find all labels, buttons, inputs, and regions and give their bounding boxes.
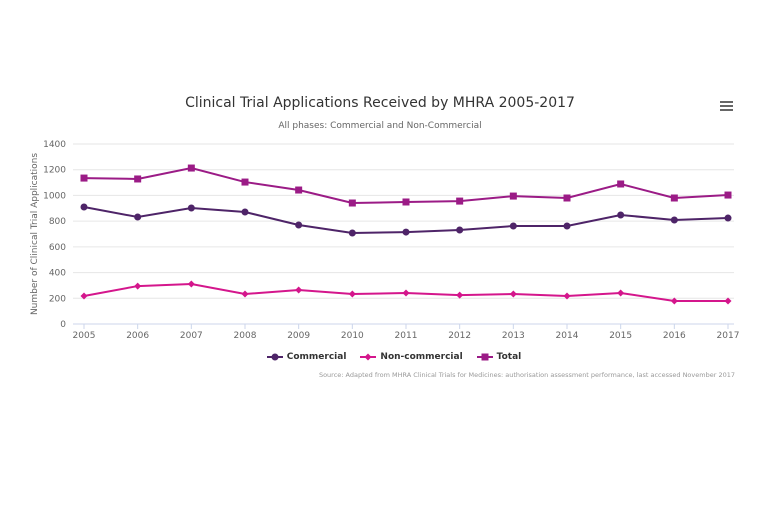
legend-marker bbox=[271, 353, 279, 361]
x-tick-label: 2015 bbox=[609, 331, 632, 341]
data-point bbox=[670, 194, 678, 202]
legend-item-non-commercial[interactable]: Non-commercial bbox=[360, 352, 463, 362]
series-line bbox=[83, 167, 729, 205]
data-point bbox=[134, 282, 142, 290]
data-point bbox=[402, 289, 410, 297]
legend-symbol bbox=[266, 353, 283, 361]
legend-marker bbox=[364, 353, 372, 361]
legend-item-commercial[interactable]: Commercial bbox=[266, 352, 347, 362]
data-point bbox=[617, 180, 625, 188]
data-point bbox=[241, 290, 249, 298]
x-tick-label: 2014 bbox=[556, 331, 579, 341]
data-point bbox=[80, 174, 88, 182]
y-tick-label: 1200 bbox=[43, 166, 66, 176]
x-tick-label: 2005 bbox=[73, 331, 96, 341]
y-tick-label: 1400 bbox=[43, 140, 66, 150]
chart-title: Clinical Trial Applications Received by … bbox=[185, 95, 575, 111]
data-point bbox=[617, 289, 625, 297]
data-point bbox=[241, 208, 249, 216]
data-point bbox=[187, 164, 195, 172]
data-point bbox=[295, 186, 303, 194]
data-point bbox=[563, 222, 571, 230]
data-point bbox=[724, 191, 732, 199]
legend-label: Non-commercial bbox=[380, 352, 463, 362]
data-point bbox=[295, 286, 303, 294]
y-tick-label: 600 bbox=[49, 243, 66, 253]
data-point bbox=[134, 175, 142, 183]
data-point bbox=[80, 203, 88, 211]
data-point bbox=[509, 290, 517, 298]
legend-label: Total bbox=[496, 352, 522, 362]
data-point bbox=[348, 229, 356, 237]
x-tick-label: 2010 bbox=[341, 331, 364, 341]
y-axis-title: Number of Clinical Trial Applications bbox=[30, 153, 40, 315]
data-point bbox=[509, 222, 517, 230]
data-point bbox=[402, 228, 410, 236]
legend-symbol bbox=[360, 353, 377, 361]
data-point bbox=[241, 178, 249, 186]
source-note: Source: Adapted from MHRA Clinical Trial… bbox=[318, 371, 735, 379]
data-point bbox=[348, 290, 356, 298]
data-point bbox=[724, 214, 732, 222]
data-point bbox=[724, 297, 732, 305]
data-point bbox=[187, 280, 195, 288]
y-tick-label: 400 bbox=[49, 269, 66, 279]
data-point bbox=[563, 292, 571, 300]
legend-marker bbox=[481, 353, 489, 361]
x-tick-label: 2006 bbox=[126, 331, 149, 341]
x-tick-label: 2017 bbox=[717, 331, 740, 341]
hamburger-menu-icon[interactable] bbox=[720, 101, 733, 112]
series-commercial bbox=[80, 203, 732, 237]
chart-subtitle: All phases: Commercial and Non-Commercia… bbox=[278, 121, 482, 131]
x-tick-label: 2008 bbox=[234, 331, 257, 341]
x-tick-label: 2011 bbox=[395, 331, 418, 341]
data-point bbox=[187, 204, 195, 212]
data-point bbox=[80, 292, 88, 300]
y-tick-label: 0 bbox=[60, 320, 66, 330]
series-non-commercial bbox=[80, 280, 732, 305]
line-chart: 0 200 400 600 800 1000 1200 1400 2005 2006 2007 200… bbox=[30, 140, 740, 341]
y-tick-label: 800 bbox=[49, 217, 66, 227]
y-tick-label: 200 bbox=[49, 294, 66, 304]
data-point bbox=[295, 221, 303, 229]
x-tick-label: 2012 bbox=[448, 331, 471, 341]
data-point bbox=[402, 198, 410, 206]
data-point bbox=[348, 199, 356, 207]
legend-symbol bbox=[476, 353, 493, 361]
x-tick-label: 2009 bbox=[287, 331, 310, 341]
data-point bbox=[617, 211, 625, 219]
legend: Commercial Non-commercial Total bbox=[0, 352, 768, 362]
data-point bbox=[456, 291, 464, 299]
x-tick-label: 2016 bbox=[663, 331, 686, 341]
y-tick-label: 1000 bbox=[43, 191, 66, 201]
data-point bbox=[134, 213, 142, 221]
series-total bbox=[80, 164, 732, 207]
legend-item-total[interactable]: Total bbox=[476, 352, 522, 362]
data-point bbox=[509, 192, 517, 200]
data-point bbox=[456, 226, 464, 234]
data-point bbox=[670, 297, 678, 305]
data-point bbox=[670, 216, 678, 224]
x-tick-label: 2013 bbox=[502, 331, 525, 341]
x-tick-label: 2007 bbox=[180, 331, 203, 341]
legend-label: Commercial bbox=[286, 352, 347, 362]
data-point bbox=[456, 197, 464, 205]
data-point bbox=[563, 194, 571, 202]
